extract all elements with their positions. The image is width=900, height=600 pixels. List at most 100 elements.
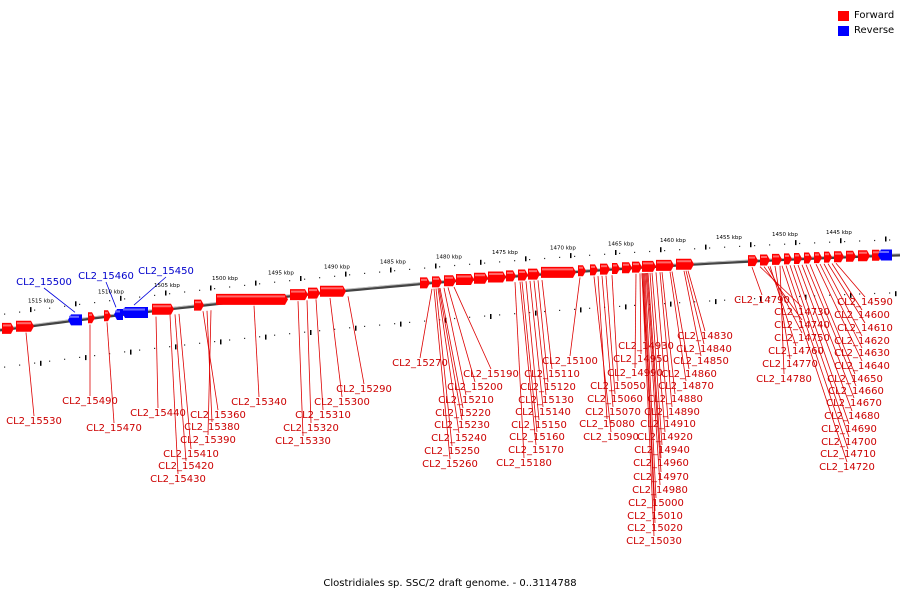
leader-line	[537, 280, 549, 383]
guide-dot	[109, 353, 111, 355]
gene-label-forward: CL2_14620	[834, 336, 890, 347]
leader-line	[671, 271, 690, 370]
gene-label-forward: CL2_15250	[424, 446, 480, 457]
gene-label-forward: CL2_15180	[496, 458, 552, 469]
guide-dot	[79, 303, 81, 305]
guide-dot	[334, 328, 336, 330]
guide-dot	[169, 293, 171, 295]
guide-dot	[559, 309, 561, 311]
leader-line	[659, 272, 673, 408]
guide-dot	[454, 264, 456, 267]
guide-dot	[109, 300, 111, 302]
gene-label-forward: CL2_14990	[607, 368, 663, 379]
gene-label-forward: CL2_15010	[627, 511, 683, 522]
guide-dot	[364, 272, 366, 274]
guide-dot	[184, 344, 186, 346]
guide-dot	[304, 331, 306, 333]
guide-dot	[679, 302, 681, 304]
leader-line	[763, 266, 803, 321]
gene-label-forward: CL2_14640	[834, 361, 890, 372]
gene-label-forward: CL2_14860	[661, 369, 717, 380]
guide-dot	[64, 305, 66, 307]
guide-dot	[694, 248, 696, 250]
guide-dot	[544, 310, 546, 313]
guide-dot	[319, 330, 321, 332]
leader-line	[789, 265, 850, 438]
guide-dot	[169, 346, 171, 348]
leader-line	[306, 300, 312, 424]
guide-dot	[229, 339, 231, 341]
tick-label: 1490 kbp	[324, 265, 350, 271]
minor-tick	[75, 301, 77, 307]
guide-dot	[379, 324, 381, 326]
gene-label-forward: CL2_15080	[579, 419, 635, 430]
gene-label-reverse: CL2_15460	[78, 271, 134, 282]
gene-shine	[657, 261, 671, 264]
guide-dot	[814, 242, 816, 244]
leader-line-reverse	[43, 287, 76, 313]
gene-shine	[489, 272, 503, 275]
gene-shine	[879, 250, 889, 253]
guide-dot	[514, 260, 516, 262]
gene-label-forward: CL2_15050	[590, 381, 646, 392]
guide-dot	[664, 303, 666, 305]
tick-label: 1450 kbp	[772, 232, 798, 238]
guide-dot	[754, 245, 756, 247]
guide-dot	[289, 280, 291, 282]
guide-dot	[619, 252, 621, 254]
gene-label-forward: CL2_14770	[762, 359, 818, 370]
tick-label: 1480 kbp	[436, 254, 462, 260]
minor-tick	[255, 280, 257, 286]
gene-label-forward: CL2_15100	[542, 356, 598, 367]
gene-shine	[835, 252, 841, 255]
guide-dot	[139, 349, 141, 351]
gene-shine	[623, 263, 629, 266]
gene-shine	[309, 289, 317, 292]
leader-line	[751, 266, 763, 296]
leader-line-reverse	[133, 276, 167, 306]
gene-shine	[633, 263, 639, 266]
gene-label-forward: CL2_14710	[820, 449, 876, 460]
guide-dot	[469, 316, 471, 318]
leader-line	[593, 276, 612, 433]
leader-line	[827, 263, 866, 324]
gene-label-forward: CL2_15420	[158, 461, 214, 472]
leader-line	[106, 322, 115, 424]
gene-label-forward: CL2_15190	[463, 369, 519, 380]
guide-dot	[154, 294, 156, 296]
minor-tick	[705, 244, 707, 250]
gene-label-forward: CL2_14940	[634, 445, 690, 456]
leader-line	[779, 265, 785, 375]
leader-line	[253, 305, 260, 398]
guide-dot	[694, 301, 696, 303]
minor-tick	[400, 321, 402, 327]
guide-dot	[514, 313, 516, 315]
guide-dot	[859, 240, 861, 242]
guide-dot	[199, 289, 201, 291]
legend-label-reverse: Reverse	[854, 25, 895, 36]
leader-line	[774, 265, 791, 360]
gene-shine	[519, 270, 525, 273]
guide-dot	[574, 308, 576, 310]
gene-shine	[542, 268, 573, 271]
leader-line	[438, 288, 463, 421]
leader-line	[642, 273, 656, 524]
guide-dot	[634, 251, 636, 253]
minor-tick	[625, 304, 627, 310]
gene-label-forward: CL2_15320	[283, 423, 339, 434]
guide-dot	[484, 262, 486, 264]
leader-line	[169, 314, 179, 475]
guide-dot	[634, 304, 636, 306]
gene-shine	[69, 315, 79, 318]
map-caption: Clostridiales sp. SSC/2 draft genome. - …	[323, 578, 577, 589]
guide-dot	[589, 307, 591, 309]
gene-label-forward: CL2_14950	[613, 354, 669, 365]
leader-line	[634, 273, 637, 369]
gene-label-forward: CL2_15230	[434, 420, 490, 431]
leader-line	[419, 288, 433, 359]
gene-label-forward: CL2_15020	[627, 523, 683, 534]
guide-dot	[814, 295, 816, 297]
minor-tick	[660, 247, 662, 253]
guide-dot	[829, 294, 831, 296]
gene-label-forward: CL2_15090	[583, 432, 639, 443]
